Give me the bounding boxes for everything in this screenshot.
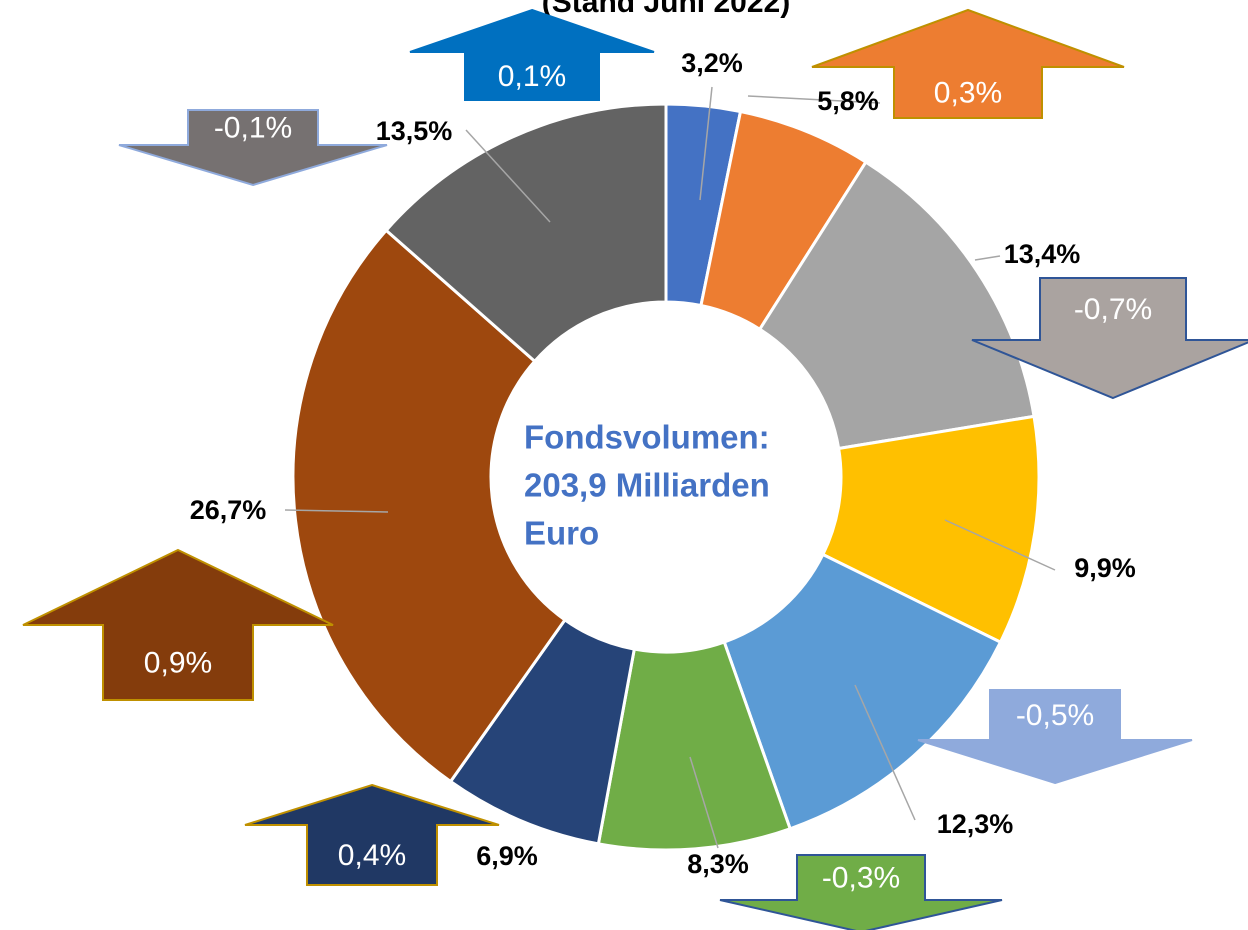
change-label: -0,5% <box>1016 699 1094 732</box>
change-arrow <box>409 8 655 101</box>
leader-line <box>284 509 389 513</box>
change-label: 0,9% <box>144 646 212 679</box>
data-label: 5,8% <box>817 86 879 116</box>
donut-slice <box>757 159 1036 451</box>
data-label: 6,9% <box>476 841 538 871</box>
change-arrow <box>244 783 500 886</box>
data-label: 3,2% <box>681 48 743 78</box>
change-arrow <box>971 277 1248 400</box>
leader-line <box>854 684 916 821</box>
leader-line <box>689 756 719 849</box>
leader-line <box>465 129 551 223</box>
leader-line <box>699 86 713 201</box>
data-label: 8,3% <box>687 849 749 879</box>
change-arrow <box>811 8 1125 119</box>
center-text: 203,9 Milliarden <box>524 467 770 504</box>
center-text: Euro <box>524 515 599 552</box>
change-arrow <box>22 548 334 701</box>
center-text: Fondsvolumen: <box>524 419 770 456</box>
leader-line <box>944 519 1056 571</box>
data-label: 9,9% <box>1074 553 1136 583</box>
data-label: 13,4% <box>1004 239 1081 269</box>
change-label: 0,4% <box>338 839 406 872</box>
change-arrow <box>118 109 388 187</box>
change-label: -0,3% <box>822 861 900 894</box>
data-label: 13,5% <box>376 116 453 146</box>
change-label: 0,3% <box>934 76 1002 109</box>
change-arrow <box>719 854 1003 930</box>
change-arrow <box>917 689 1193 785</box>
data-label: 12,3% <box>937 809 1014 839</box>
change-label: -0,7% <box>1074 293 1152 326</box>
donut-slice <box>722 552 1003 831</box>
chart-title: (Stand Juni 2022) <box>542 0 790 19</box>
leader-line <box>747 95 881 104</box>
donut-slice <box>820 414 1041 645</box>
data-label: 26,7% <box>190 495 267 525</box>
donut-slice <box>291 228 568 784</box>
change-label: -0,1% <box>214 111 292 144</box>
leader-line <box>974 255 1001 261</box>
donut-slice <box>384 102 668 364</box>
change-label: 0,1% <box>498 60 566 93</box>
